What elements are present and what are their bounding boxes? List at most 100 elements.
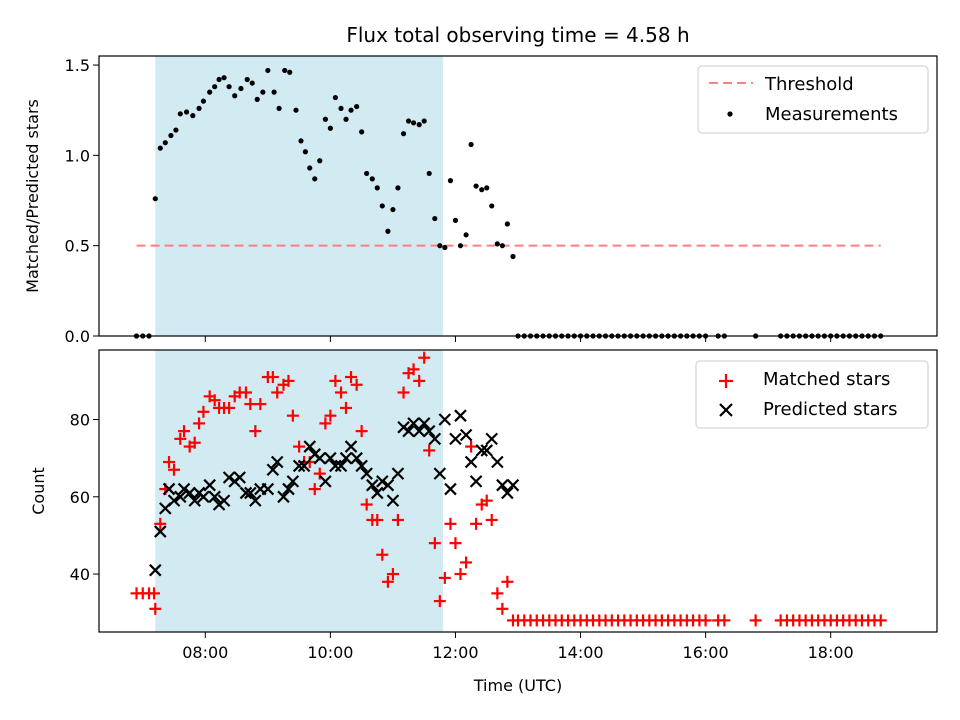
predicted-star-point (261, 482, 275, 496)
measurement-point (265, 67, 271, 74)
measurement-point (442, 244, 448, 251)
matched-star-point (444, 517, 457, 530)
measurement-point (196, 105, 202, 111)
predicted-star-point (329, 459, 342, 473)
measurement-point (385, 228, 391, 234)
top-y-tick-label: 1.5 (65, 56, 90, 75)
matched-star-point (874, 614, 887, 627)
bottom-x-ticks: 08:00 10:00 12:00 14:00 16:00 18:00 (182, 632, 854, 662)
measurement-point (338, 105, 344, 111)
matched-star-point (208, 394, 221, 407)
measurement-point (354, 103, 360, 110)
predicted-star-point (208, 490, 221, 504)
predicted-star-point (422, 424, 436, 438)
matched-star-point (193, 417, 206, 430)
top-y-tick-label: 0.0 (65, 327, 90, 346)
matched-star-point (360, 498, 373, 511)
matched-star-point (465, 440, 478, 453)
predicted-star-point (162, 482, 176, 496)
predicted-star-point (381, 478, 395, 492)
bottom-x-tick-label: 18:00 (808, 643, 854, 662)
measurement-point (405, 118, 412, 124)
measurement-point (177, 111, 183, 117)
measurement-point (162, 140, 168, 146)
matched-star-point (350, 378, 363, 391)
measurement-point (293, 107, 299, 113)
predicted-star-point (371, 486, 384, 500)
measurement-point (226, 84, 232, 90)
matched-star-point (282, 374, 295, 387)
predicted-star-point (449, 432, 462, 446)
predicted-star-point (344, 440, 358, 453)
bottom-y-tick-label: 60 (70, 488, 90, 507)
predicted-star-point (277, 490, 290, 504)
matched-star-point (485, 513, 498, 526)
predicted-star-point (350, 451, 363, 465)
measurement-point (232, 93, 238, 99)
measurement-point (374, 185, 380, 191)
predicted-star-point (319, 475, 332, 488)
matched-star-point (178, 425, 191, 438)
predicted-star-point (485, 432, 499, 446)
predicted-star-point (217, 494, 231, 507)
top-legend: Threshold Measurements (697, 65, 929, 134)
legend-predicted-swatch (719, 403, 733, 417)
predicted-star-point (480, 444, 494, 457)
top-y-ticks: 0.0 0.5 1.0 1.5 (65, 56, 99, 346)
measurement-point (447, 178, 454, 184)
measurement-point (276, 105, 282, 111)
measurement-point (200, 98, 207, 104)
measurement-point (307, 165, 313, 171)
predicted-star-point (233, 471, 246, 484)
measurement-point (432, 215, 438, 222)
matched-star-point (699, 614, 712, 627)
predicted-star-point (154, 525, 167, 538)
top-observing-window (155, 56, 443, 336)
measurement-point (452, 217, 459, 223)
matched-star-point (718, 614, 731, 627)
predicted-star-point (355, 459, 368, 473)
bottom-x-tick-label: 08:00 (182, 643, 228, 662)
bottom-y-axis-label: Count (29, 467, 48, 515)
matched-star-point (148, 587, 161, 600)
bottom-x-tick-label: 12:00 (432, 643, 478, 662)
measurement-point (499, 243, 505, 249)
matched-star-point (371, 513, 384, 526)
measurement-point (400, 131, 407, 137)
measurement-point (260, 89, 266, 95)
matched-star-point (286, 409, 299, 422)
bottom-axes-frame (98, 349, 938, 633)
measurement-point (479, 187, 485, 193)
measurement-point (484, 185, 490, 191)
bottom-panel: 40 60 80 08:00 10:00 12:00 14:00 16:00 18:00 Co… (29, 349, 938, 695)
matched-star-point (433, 595, 446, 608)
matched-star-point (428, 537, 441, 550)
predicted-star-point (270, 455, 284, 469)
predicted-star-point (402, 424, 415, 438)
predicted-star-point (297, 459, 311, 473)
matched-star-point (391, 513, 404, 526)
matched-star-point (376, 548, 389, 561)
measurement-point (510, 253, 516, 260)
predicted-star-point (459, 428, 473, 442)
bottom-y-tick-label: 80 (70, 411, 90, 430)
bottom-x-tick-label: 14:00 (557, 643, 603, 662)
measurement-point (249, 80, 255, 86)
predicted-star-point (444, 482, 457, 496)
measurement-point (416, 122, 422, 128)
predicted-star-point (417, 417, 431, 430)
matched-star-point (413, 374, 426, 387)
matched-star-point (397, 386, 410, 399)
predicted-star-point (266, 463, 280, 477)
predicted-star-point (386, 494, 400, 507)
bottom-legend: Matched stars Predicted stars (695, 360, 929, 429)
measurement-point (364, 170, 370, 177)
top-axes-frame (98, 55, 938, 337)
matched-star-point (418, 351, 431, 364)
bottom-x-tick-label: 10:00 (307, 643, 353, 662)
legend-matched-swatch (719, 374, 733, 388)
matched-star-point (244, 398, 257, 411)
predicted-star-point (501, 486, 514, 500)
measurement-point (271, 89, 277, 95)
measurement-point (221, 75, 227, 81)
